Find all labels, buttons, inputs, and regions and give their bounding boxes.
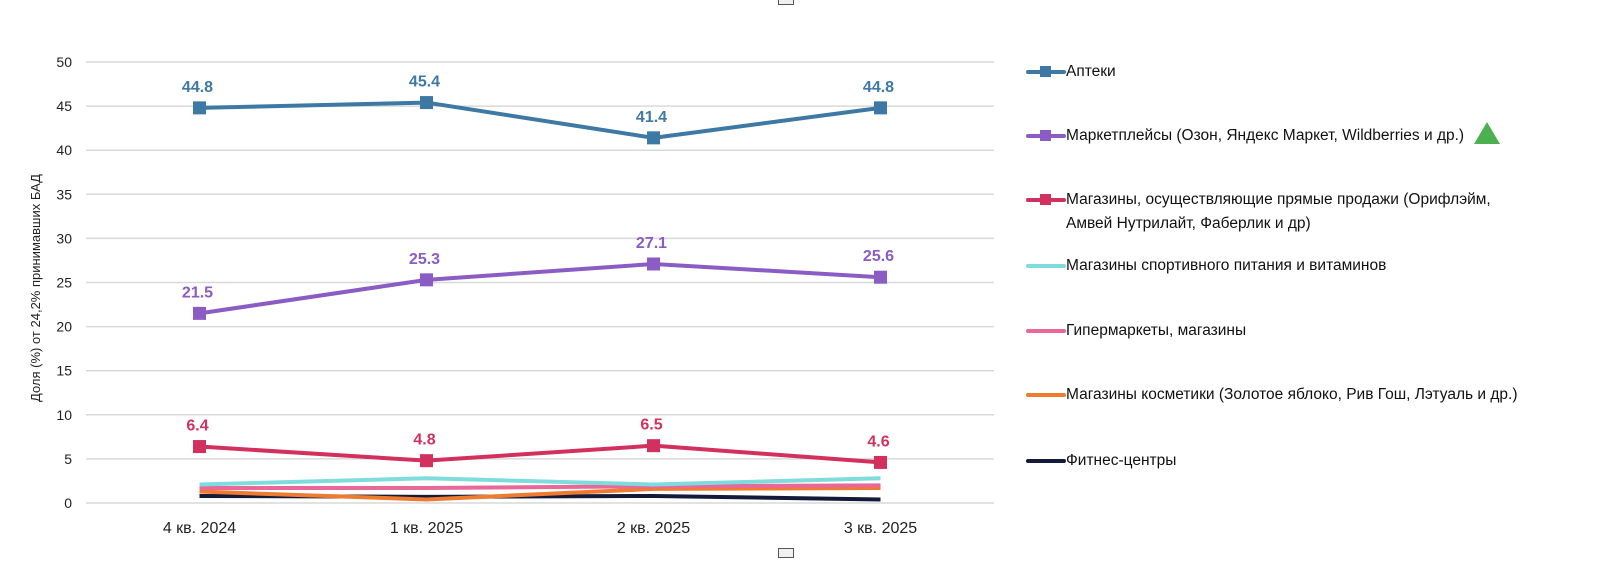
data-point-marker bbox=[874, 101, 887, 115]
legend-swatch bbox=[1026, 256, 1066, 276]
legend-swatch bbox=[1026, 321, 1066, 341]
data-point-marker bbox=[647, 131, 660, 145]
x-tick-label: 3 кв. 2025 bbox=[844, 520, 917, 537]
data-label: 4.6 bbox=[867, 433, 889, 450]
data-label: 45.4 bbox=[409, 74, 440, 91]
y-tick-label: 50 bbox=[56, 54, 72, 70]
resize-handle-top[interactable] bbox=[778, 0, 794, 5]
legend-swatch bbox=[1026, 62, 1066, 82]
data-point-marker bbox=[420, 273, 433, 287]
legend-swatch bbox=[1026, 385, 1066, 405]
line-chart: 0 5 10 15 20 25 30 35 40 45 50 4 кв. 2024 1 кв. 202… bbox=[28, 54, 994, 537]
legend-item: Маркетплейсы (Озон, Яндекс Маркет, Wildb… bbox=[1026, 121, 1536, 148]
triangle-up-icon bbox=[1474, 121, 1501, 144]
data-point-marker bbox=[874, 270, 887, 284]
data-point-marker bbox=[647, 257, 660, 271]
series-line bbox=[199, 483, 881, 491]
y-axis-label: Доля (%) от 24,2% принимавших БАД bbox=[28, 174, 43, 402]
data-label: 6.4 bbox=[186, 418, 208, 435]
x-tick-label: 2 кв. 2025 bbox=[617, 520, 690, 537]
legend-item: Магазины, осуществляющие прямые продажи … bbox=[1026, 190, 1536, 236]
series-line bbox=[199, 486, 881, 502]
series-line bbox=[199, 476, 881, 487]
series-line bbox=[199, 100, 881, 140]
y-axis-ticks: 0 5 10 15 20 25 30 35 40 45 50 bbox=[56, 54, 72, 511]
y-tick-label: 15 bbox=[56, 363, 72, 379]
legend-item: Гипермаркеты, магазины bbox=[1026, 321, 1536, 343]
data-point-marker bbox=[193, 306, 206, 320]
legend-label: Магазины, осуществляющие прямые продажи … bbox=[1066, 191, 1491, 232]
data-label: 25.6 bbox=[863, 248, 894, 265]
x-tick-label: 1 кв. 2025 bbox=[390, 520, 463, 537]
x-axis-ticks: 4 кв. 2024 1 кв. 2025 2 кв. 2025 3 кв. 2025 bbox=[163, 520, 917, 537]
data-label: 44.8 bbox=[182, 79, 213, 96]
data-labels: 6.4 4.8 6.5 4.6 21.5 25.3 27.1 25.6 44.8 45.4 41.4… bbox=[182, 74, 894, 451]
legend-label: Магазины спортивного питания и витаминов bbox=[1066, 257, 1387, 274]
data-point-marker bbox=[420, 96, 433, 110]
y-tick-label: 35 bbox=[56, 186, 72, 202]
data-label: 41.4 bbox=[636, 109, 667, 126]
series-line bbox=[199, 443, 881, 465]
legend-swatch bbox=[1026, 451, 1066, 471]
y-tick-label: 20 bbox=[56, 319, 72, 335]
legend-label: Маркетплейсы (Озон, Яндекс Маркет, Wildb… bbox=[1066, 121, 1536, 148]
data-label: 4.8 bbox=[413, 432, 435, 449]
data-point-marker bbox=[420, 454, 433, 468]
data-label: 44.8 bbox=[863, 79, 894, 96]
legend-item: Магазины косметики (Золотое яблоко, Рив … bbox=[1026, 385, 1536, 407]
legend-label: Гипермаркеты, магазины bbox=[1066, 322, 1247, 339]
legend-label: Аптеки bbox=[1066, 63, 1116, 80]
series-3 bbox=[193, 439, 887, 469]
legend-item: Магазины спортивного питания и витаминов bbox=[1026, 256, 1536, 278]
legend-label: Магазины косметики (Золотое яблоко, Рив … bbox=[1066, 386, 1518, 403]
series-1 bbox=[193, 96, 887, 145]
y-tick-label: 25 bbox=[56, 275, 72, 291]
y-tick-label: 30 bbox=[56, 230, 72, 246]
legend-swatch bbox=[1026, 126, 1066, 146]
data-point-marker bbox=[647, 439, 660, 453]
legend-item: Фитнес-центры bbox=[1026, 451, 1536, 473]
y-tick-label: 40 bbox=[56, 142, 72, 158]
data-label: 27.1 bbox=[636, 235, 667, 252]
data-label: 6.5 bbox=[640, 417, 662, 434]
series-6 bbox=[199, 486, 881, 502]
data-label: 25.3 bbox=[409, 251, 440, 268]
resize-handle-bottom[interactable] bbox=[778, 548, 794, 558]
data-label: 21.5 bbox=[182, 284, 213, 301]
data-point-marker bbox=[193, 440, 206, 454]
legend-item: Аптеки bbox=[1026, 62, 1536, 84]
gridlines bbox=[86, 61, 994, 504]
data-point-marker bbox=[874, 455, 887, 469]
series-5 bbox=[199, 483, 881, 491]
data-point-marker bbox=[193, 101, 206, 115]
y-tick-label: 45 bbox=[56, 98, 72, 114]
series-2 bbox=[193, 257, 887, 320]
y-tick-label: 0 bbox=[64, 495, 72, 511]
x-tick-label: 4 кв. 2024 bbox=[163, 520, 236, 537]
series-group bbox=[193, 96, 887, 502]
legend-label: Фитнес-центры bbox=[1066, 452, 1177, 469]
y-tick-label: 5 bbox=[64, 451, 72, 467]
legend-swatch bbox=[1026, 190, 1066, 210]
series-line bbox=[199, 261, 881, 316]
series-4 bbox=[199, 476, 881, 487]
y-tick-label: 10 bbox=[56, 407, 72, 423]
